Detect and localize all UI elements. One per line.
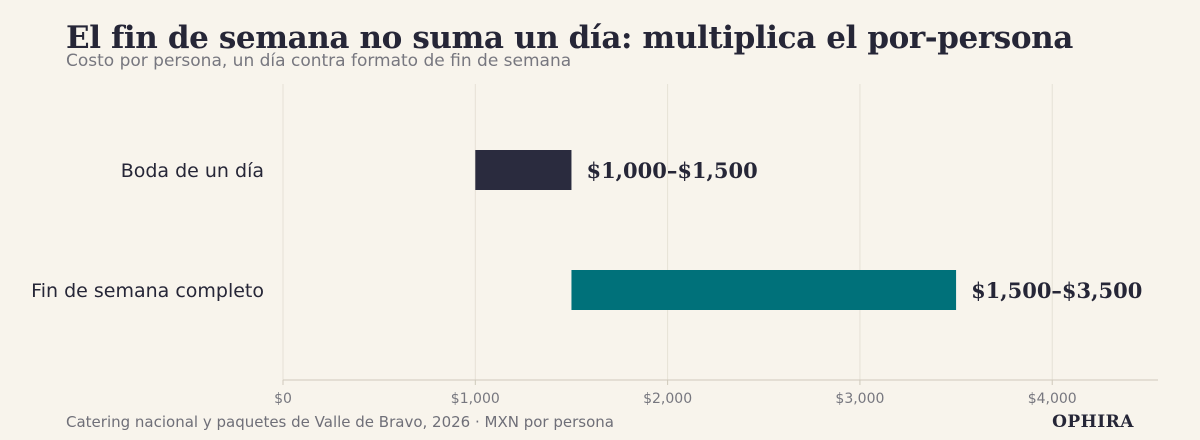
x-tick-label: $2,000 [643,391,692,407]
x-tick-label: $3,000 [835,391,884,407]
x-tick-label: $4,000 [1028,391,1077,407]
x-tick-label: $0 [274,391,292,407]
range-bar [475,150,572,190]
value-label: $1,000–$1,500 [586,158,757,183]
range-bar [571,270,957,310]
x-tick-label: $1,000 [451,391,500,407]
category-label: Fin de semana completo [31,280,264,302]
source-note: Catering nacional y paquetes de Valle de… [66,413,614,431]
chart-title: El fin de semana no suma un día: multipl… [66,20,1073,56]
category-label: Boda de un día [121,160,264,182]
chart-subtitle: Costo por persona, un día contra formato… [66,51,572,71]
value-label: $1,500–$3,500 [971,278,1142,303]
brand-logo: OPHIRA [1052,412,1134,432]
